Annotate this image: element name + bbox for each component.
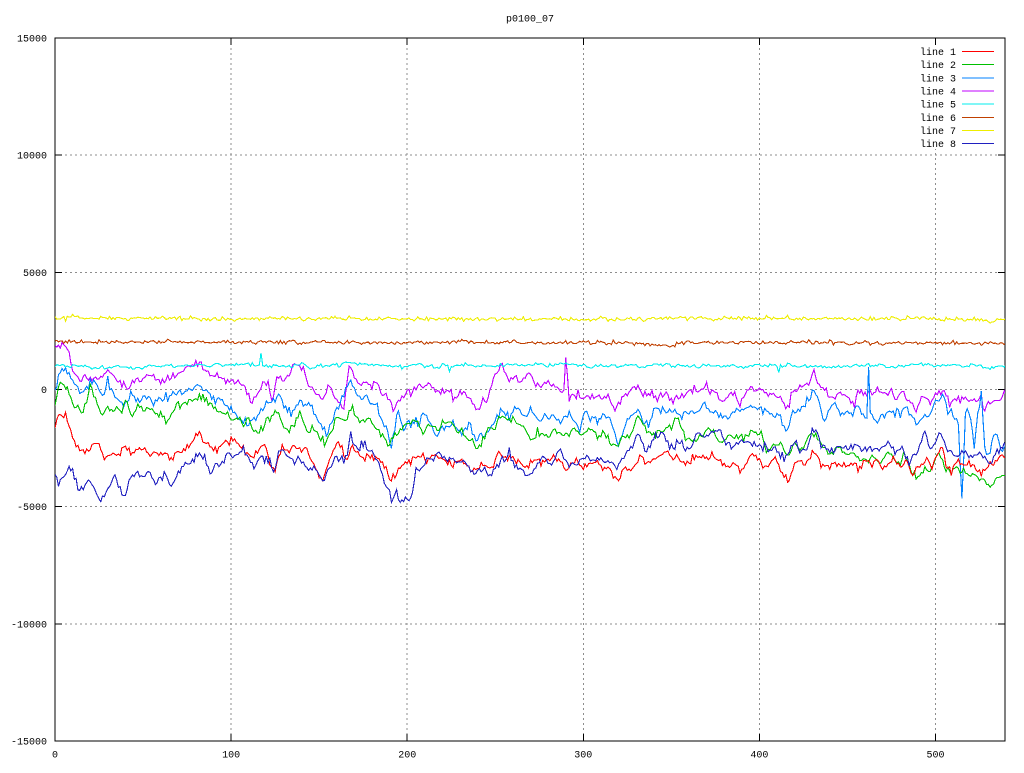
svg-text:line 7: line 7 <box>920 126 956 138</box>
svg-text:line 4: line 4 <box>920 87 956 99</box>
svg-text:line 6: line 6 <box>920 113 956 125</box>
svg-text:5000: 5000 <box>23 269 47 280</box>
svg-text:100: 100 <box>222 751 240 762</box>
svg-text:200: 200 <box>398 751 416 762</box>
svg-text:0: 0 <box>41 386 47 397</box>
svg-text:line 3: line 3 <box>920 73 956 85</box>
svg-text:line 1: line 1 <box>920 47 956 59</box>
svg-text:300: 300 <box>574 751 592 762</box>
svg-text:500: 500 <box>926 751 944 762</box>
svg-text:15000: 15000 <box>17 35 47 46</box>
svg-text:line 8: line 8 <box>920 139 956 151</box>
svg-text:400: 400 <box>750 751 768 762</box>
svg-text:p0100_07: p0100_07 <box>506 15 554 26</box>
svg-text:-10000: -10000 <box>11 620 47 631</box>
svg-text:-5000: -5000 <box>17 503 47 514</box>
svg-text:line 2: line 2 <box>920 60 956 72</box>
svg-text:0: 0 <box>52 751 58 762</box>
svg-text:10000: 10000 <box>17 152 47 163</box>
svg-text:line 5: line 5 <box>920 100 956 112</box>
svg-text:-15000: -15000 <box>11 738 47 749</box>
